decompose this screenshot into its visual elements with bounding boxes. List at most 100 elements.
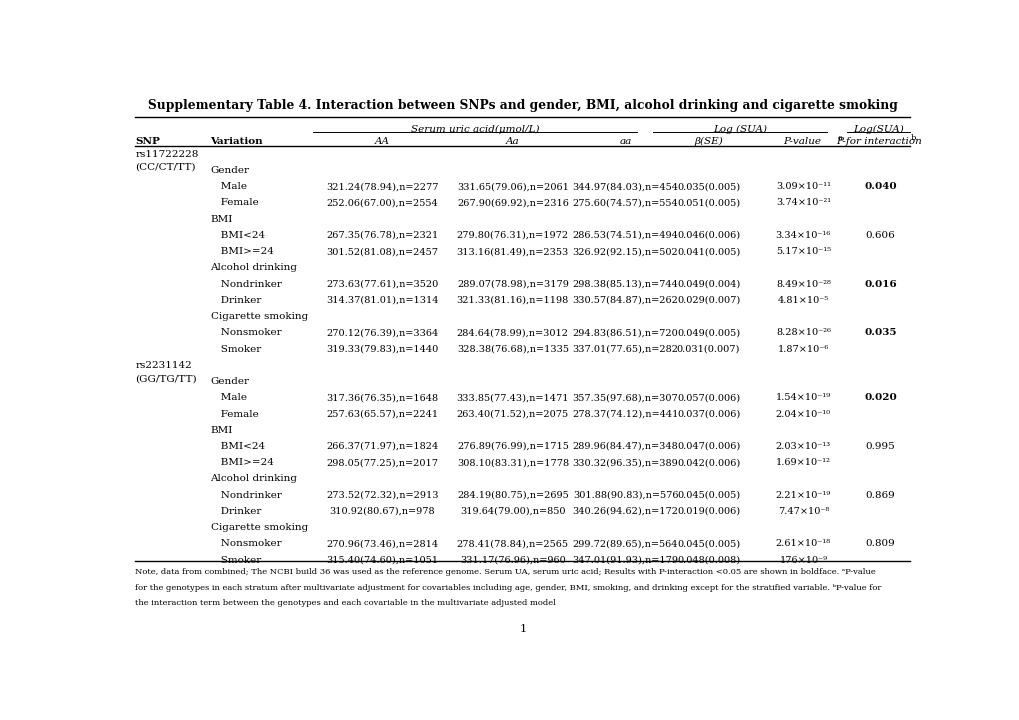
Text: 289.07(78.98),n=3179: 289.07(78.98),n=3179	[457, 279, 569, 289]
Text: 176×10⁻⁹: 176×10⁻⁹	[779, 556, 826, 564]
Text: 1.87×10⁻⁶: 1.87×10⁻⁶	[776, 345, 828, 354]
Text: 0.051(0.005): 0.051(0.005)	[677, 198, 740, 207]
Text: 5.17×10⁻¹⁵: 5.17×10⁻¹⁵	[775, 247, 830, 256]
Text: 2.21×10⁻¹⁹: 2.21×10⁻¹⁹	[775, 491, 830, 500]
Text: 319.64(79.00),n=850: 319.64(79.00),n=850	[460, 507, 566, 516]
Text: (CC/CT/TT): (CC/CT/TT)	[136, 163, 196, 172]
Text: 7.47×10⁻⁸: 7.47×10⁻⁸	[776, 507, 828, 516]
Text: 299.72(89.65),n=564: 299.72(89.65),n=564	[573, 539, 678, 549]
Text: 298.38(85.13),n=744: 298.38(85.13),n=744	[572, 279, 678, 289]
Text: 0.029(0.007): 0.029(0.007)	[677, 296, 740, 305]
Text: 330.32(96.35),n=389: 330.32(96.35),n=389	[572, 458, 678, 467]
Text: 315.40(74.60),n=1051: 315.40(74.60),n=1051	[326, 556, 438, 564]
Text: 270.12(76.39),n=3364: 270.12(76.39),n=3364	[326, 328, 438, 337]
Text: 301.52(81.08),n=2457: 301.52(81.08),n=2457	[326, 247, 438, 256]
Text: Serum uric acid(μmol/L): Serum uric acid(μmol/L)	[411, 125, 539, 135]
Text: 0.016: 0.016	[863, 279, 896, 289]
Text: 267.35(76.78),n=2321: 267.35(76.78),n=2321	[326, 231, 438, 240]
Text: 330.57(84.87),n=262: 330.57(84.87),n=262	[572, 296, 678, 305]
Text: 1: 1	[519, 624, 526, 634]
Text: 340.26(94.62),n=172: 340.26(94.62),n=172	[572, 507, 678, 516]
Text: 321.24(78.94),n=2277: 321.24(78.94),n=2277	[326, 182, 438, 191]
Text: 267.90(69.92),n=2316: 267.90(69.92),n=2316	[457, 198, 569, 207]
Text: SNP: SNP	[136, 137, 160, 146]
Text: Gender: Gender	[210, 166, 250, 175]
Text: 319.33(79.83),n=1440: 319.33(79.83),n=1440	[326, 345, 438, 354]
Text: 0.042(0.006): 0.042(0.006)	[677, 458, 740, 467]
Text: rs11722228: rs11722228	[136, 150, 199, 158]
Text: 301.88(90.83),n=576: 301.88(90.83),n=576	[573, 491, 678, 500]
Text: 3.34×10⁻¹⁶: 3.34×10⁻¹⁶	[774, 231, 830, 240]
Text: 4.81×10⁻⁵: 4.81×10⁻⁵	[777, 296, 828, 305]
Text: Drinker: Drinker	[210, 507, 261, 516]
Text: 0.869: 0.869	[865, 491, 895, 500]
Text: Drinker: Drinker	[210, 296, 261, 305]
Text: Aa: Aa	[505, 137, 519, 146]
Text: Alcohol drinking: Alcohol drinking	[210, 264, 298, 272]
Text: Gender: Gender	[210, 377, 250, 386]
Text: 331.17(76.96),n=960: 331.17(76.96),n=960	[460, 556, 566, 564]
Text: 276.89(76.99),n=1715: 276.89(76.99),n=1715	[457, 442, 569, 451]
Text: 3.74×10⁻²¹: 3.74×10⁻²¹	[775, 198, 830, 207]
Text: the interaction term between the genotypes and each covariable in the multivaria: the interaction term between the genotyp…	[136, 599, 555, 607]
Text: 0.035(0.005): 0.035(0.005)	[677, 182, 740, 191]
Text: 0.019(0.006): 0.019(0.006)	[677, 507, 740, 516]
Text: BMI: BMI	[210, 426, 232, 435]
Text: 308.10(83.31),n=1778: 308.10(83.31),n=1778	[457, 458, 569, 467]
Text: 328.38(76.68),n=1335: 328.38(76.68),n=1335	[457, 345, 569, 354]
Text: P-value: P-value	[782, 137, 823, 146]
Text: 310.92(80.67),n=978: 310.92(80.67),n=978	[329, 507, 435, 516]
Text: 0.037(0.006): 0.037(0.006)	[677, 410, 740, 418]
Text: Female: Female	[210, 198, 258, 207]
Text: 0.046(0.006): 0.046(0.006)	[677, 231, 740, 240]
Text: 0.049(0.004): 0.049(0.004)	[677, 279, 740, 289]
Text: 331.65(79.06),n=2061: 331.65(79.06),n=2061	[457, 182, 569, 191]
Text: 8.49×10⁻²⁸: 8.49×10⁻²⁸	[775, 279, 830, 289]
Text: 2.61×10⁻¹⁸: 2.61×10⁻¹⁸	[775, 539, 830, 549]
Text: Male: Male	[210, 182, 247, 191]
Text: 2.04×10⁻¹⁰: 2.04×10⁻¹⁰	[775, 410, 830, 418]
Text: 357.35(97.68),n=307: 357.35(97.68),n=307	[572, 393, 678, 402]
Text: Smoker: Smoker	[210, 345, 261, 354]
Text: 344.97(84.03),n=454: 344.97(84.03),n=454	[572, 182, 678, 191]
Text: Smoker: Smoker	[210, 556, 261, 564]
Text: 0.057(0.006): 0.057(0.006)	[677, 393, 740, 402]
Text: 0.048(0.008): 0.048(0.008)	[677, 556, 740, 564]
Text: aa: aa	[619, 137, 631, 146]
Text: Note, data from combined; The NCBI build 36 was used as the reference genome. Se: Note, data from combined; The NCBI build…	[136, 568, 875, 576]
Text: 275.60(74.57),n=554: 275.60(74.57),n=554	[572, 198, 678, 207]
Text: Cigarette smoking: Cigarette smoking	[210, 312, 308, 321]
Text: 284.64(78.99),n=3012: 284.64(78.99),n=3012	[457, 328, 569, 337]
Text: 278.41(78.84),n=2565: 278.41(78.84),n=2565	[457, 539, 569, 549]
Text: (GG/TG/TT): (GG/TG/TT)	[136, 374, 197, 383]
Text: BMI>=24: BMI>=24	[210, 458, 273, 467]
Text: 0.031(0.007): 0.031(0.007)	[677, 345, 740, 354]
Text: 284.19(80.75),n=2695: 284.19(80.75),n=2695	[457, 491, 569, 500]
Text: BMI>=24: BMI>=24	[210, 247, 273, 256]
Text: 252.06(67.00),n=2554: 252.06(67.00),n=2554	[326, 198, 438, 207]
Text: 278.37(74.12),n=441: 278.37(74.12),n=441	[572, 410, 678, 418]
Text: 326.92(92.15),n=502: 326.92(92.15),n=502	[572, 247, 678, 256]
Text: 279.80(76.31),n=1972: 279.80(76.31),n=1972	[457, 231, 569, 240]
Text: 0.995: 0.995	[865, 442, 895, 451]
Text: 8.28×10⁻²⁶: 8.28×10⁻²⁶	[775, 328, 830, 337]
Text: BMI: BMI	[210, 215, 232, 224]
Text: 0.020: 0.020	[863, 393, 896, 402]
Text: Nondrinker: Nondrinker	[210, 491, 281, 500]
Text: β(SE): β(SE)	[694, 137, 722, 146]
Text: 294.83(86.51),n=720: 294.83(86.51),n=720	[572, 328, 678, 337]
Text: 2.03×10⁻¹³: 2.03×10⁻¹³	[775, 442, 830, 451]
Text: 0.045(0.005): 0.045(0.005)	[677, 491, 740, 500]
Text: BMI<24: BMI<24	[210, 231, 264, 240]
Text: Cigarette smoking: Cigarette smoking	[210, 523, 308, 532]
Text: 266.37(71.97),n=1824: 266.37(71.97),n=1824	[326, 442, 438, 451]
Text: Supplementary Table 4. Interaction between SNPs and gender, BMI, alcohol drinkin: Supplementary Table 4. Interaction betwe…	[148, 99, 897, 112]
Text: 313.16(81.49),n=2353: 313.16(81.49),n=2353	[457, 247, 569, 256]
Text: 0.809: 0.809	[865, 539, 895, 549]
Text: BMI<24: BMI<24	[210, 442, 264, 451]
Text: Male: Male	[210, 393, 247, 402]
Text: 289.96(84.47),n=348: 289.96(84.47),n=348	[572, 442, 678, 451]
Text: 286.53(74.51),n=494: 286.53(74.51),n=494	[572, 231, 678, 240]
Text: for the genotypes in each stratum after multivariate adjustment for covariables : for the genotypes in each stratum after …	[136, 584, 880, 592]
Text: Nonsmoker: Nonsmoker	[210, 328, 281, 337]
